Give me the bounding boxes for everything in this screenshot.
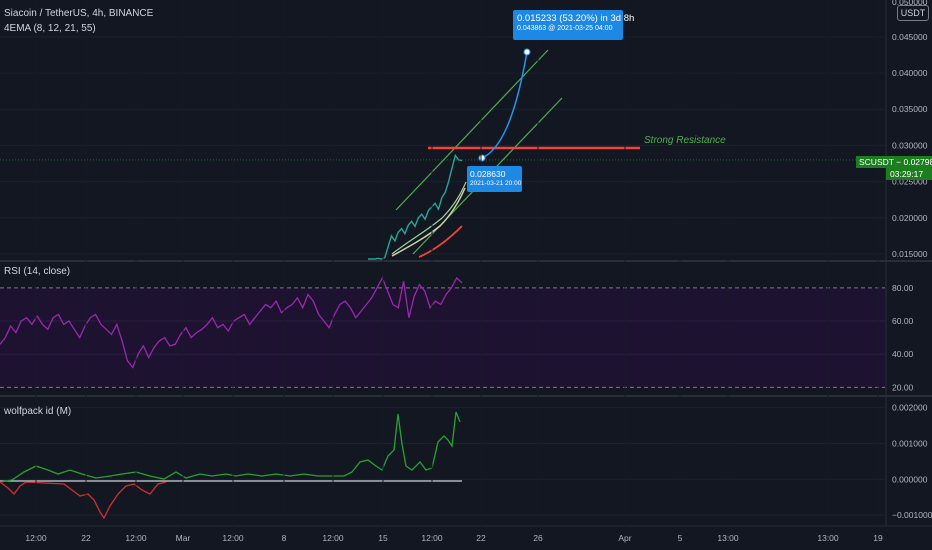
- price-series-line: [368, 153, 463, 260]
- wolfpack-tick-label: 0.000000: [892, 474, 928, 484]
- ema-band: [391, 187, 466, 257]
- rsi-tick-label: 60.00: [892, 316, 914, 326]
- rsi-line: [0, 276, 463, 369]
- price-tick-label: 0.020000: [892, 213, 928, 223]
- rsi-tick-label: 20.00: [892, 382, 914, 392]
- price-tick-label: 0.030000: [892, 140, 928, 150]
- rsi-tick-label: 80.00: [892, 283, 914, 293]
- time-tick-label: Apr: [618, 533, 631, 543]
- projection-target-callout[interactable]: 0.015233 (53.20%) in 3d 8h 0.043863 @ 20…: [513, 10, 635, 40]
- time-tick-label: 13:00: [817, 533, 839, 543]
- projection-base-callout[interactable]: 0.028630 2021-03-21 20:00: [467, 166, 522, 192]
- base-price-text: 0.028630: [470, 169, 506, 179]
- time-tick-label: 8: [282, 533, 287, 543]
- time-tick-label: 26: [533, 533, 543, 543]
- price-tick-label: 0.050000: [892, 0, 928, 7]
- time-tick-label: 12:00: [222, 533, 244, 543]
- time-tick-label: 19: [873, 533, 883, 543]
- price-tick-label: 0.045000: [892, 32, 928, 42]
- price-tick-label: 0.040000: [892, 68, 928, 78]
- projection-curve[interactable]: [481, 51, 528, 159]
- projection-start-point[interactable]: [478, 154, 486, 162]
- time-tick-label: 15: [378, 533, 388, 543]
- wolfpack-line-negative: [0, 481, 167, 520]
- wolfpack-tick-label: −0.001000: [892, 510, 932, 520]
- current-price-label: SCUSDT − 0.027989: [856, 156, 932, 168]
- price-tick-label: 0.015000: [892, 249, 928, 259]
- currency-button[interactable]: USDT: [897, 5, 929, 21]
- time-tick-label: 22: [476, 533, 486, 543]
- ema-band-2: [391, 181, 467, 255]
- time-tick-label: 12:00: [125, 533, 147, 543]
- candle-countdown: 03:29:17: [886, 168, 932, 180]
- target-change-text: 0.015233 (53.20%) in 3d 8h: [517, 13, 635, 24]
- wolfpack-line-positive: [0, 411, 461, 483]
- current-price-tag: SCUSDT − 0.027989 03:29:17: [856, 156, 932, 180]
- time-tick-label: 5: [678, 533, 683, 543]
- price-tick-label: 0.025000: [892, 177, 928, 187]
- rsi-band: [0, 287, 885, 388]
- time-tick-label: 12:00: [25, 533, 47, 543]
- wolfpack-tick-label: 0.002000: [892, 403, 928, 413]
- ema-indicator-label[interactable]: 4EMA (8, 12, 21, 55): [4, 23, 96, 34]
- price-tick-label: 0.035000: [892, 104, 928, 114]
- time-tick-label: 13:00: [717, 533, 739, 543]
- rsi-title[interactable]: RSI (14, close): [4, 266, 71, 277]
- projection-end-point[interactable]: [523, 48, 531, 56]
- curve-red: [418, 225, 463, 258]
- wolfpack-tick-label: 0.001000: [892, 438, 928, 448]
- resistance-label: Strong Resistance: [644, 135, 726, 146]
- time-tick-label: 22: [81, 533, 91, 543]
- time-tick-label: 12:00: [421, 533, 443, 543]
- time-tick-label: 12:00: [322, 533, 344, 543]
- wolfpack-title[interactable]: wolfpack id (M): [4, 406, 72, 417]
- time-tick-label: Mar: [176, 533, 191, 543]
- base-date-text: 2021-03-21 20:00: [470, 180, 522, 187]
- symbol-title[interactable]: Siacoin / TetherUS, 4h, BINANCE: [4, 8, 154, 19]
- rsi-tick-label: 40.00: [892, 349, 914, 359]
- target-price-date-text: 0.043863 @ 2021-03-25 04:00: [517, 25, 613, 32]
